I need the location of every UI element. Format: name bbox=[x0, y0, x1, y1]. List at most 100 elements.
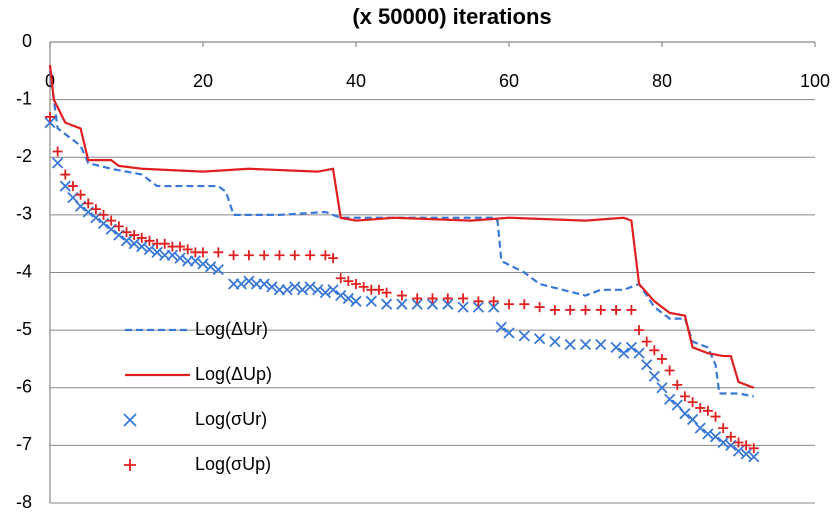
data-point bbox=[266, 281, 278, 293]
data-point bbox=[579, 338, 592, 351]
data-point bbox=[83, 198, 94, 209]
data-point bbox=[144, 235, 155, 246]
data-point bbox=[679, 408, 691, 420]
legend-label: Log(σUp) bbox=[195, 454, 271, 474]
data-point bbox=[488, 301, 500, 313]
data-point bbox=[626, 304, 637, 315]
x-tick-label: 80 bbox=[652, 71, 672, 91]
data-point bbox=[648, 370, 660, 382]
data-point bbox=[228, 250, 239, 261]
data-point bbox=[625, 341, 638, 354]
data-point bbox=[718, 423, 729, 434]
y-tick-label: -8 bbox=[16, 492, 32, 512]
data-point bbox=[289, 281, 301, 293]
data-point bbox=[373, 284, 384, 295]
data-point bbox=[580, 304, 591, 315]
data-point bbox=[442, 298, 454, 310]
x-tick-label: 20 bbox=[193, 71, 213, 91]
data-point bbox=[610, 341, 622, 354]
data-point bbox=[458, 293, 469, 304]
data-point bbox=[595, 304, 606, 315]
data-point bbox=[342, 292, 354, 305]
data-point bbox=[213, 247, 224, 258]
data-point bbox=[672, 379, 683, 390]
data-point bbox=[312, 284, 324, 296]
data-point bbox=[243, 250, 254, 261]
data-point bbox=[136, 232, 147, 243]
data-point bbox=[205, 261, 217, 273]
legend-swatch bbox=[123, 413, 137, 427]
data-point bbox=[641, 359, 653, 371]
data-point bbox=[320, 250, 331, 261]
data-point bbox=[281, 284, 293, 296]
data-point bbox=[52, 146, 63, 157]
legend-label: Log(ΔUp) bbox=[195, 364, 272, 384]
data-point bbox=[44, 117, 56, 129]
data-point bbox=[748, 443, 759, 454]
y-tick-label: -6 bbox=[16, 377, 32, 397]
data-point bbox=[198, 247, 208, 258]
data-point bbox=[75, 189, 86, 200]
data-point bbox=[426, 298, 439, 310]
data-point bbox=[235, 278, 247, 290]
data-point bbox=[633, 347, 645, 359]
y-tick-label: -7 bbox=[16, 434, 32, 454]
data-point bbox=[664, 365, 675, 376]
data-point bbox=[687, 397, 698, 408]
data-point bbox=[174, 252, 186, 264]
data-point bbox=[649, 345, 660, 356]
data-point bbox=[136, 240, 148, 253]
data-point bbox=[595, 338, 607, 351]
data-point bbox=[343, 276, 354, 287]
data-point bbox=[702, 405, 713, 416]
data-point bbox=[151, 246, 163, 258]
data-point bbox=[411, 298, 423, 310]
data-point bbox=[740, 448, 752, 460]
data-point bbox=[129, 230, 140, 241]
data-point bbox=[365, 295, 377, 307]
data-point bbox=[305, 250, 316, 261]
data-point bbox=[473, 296, 484, 307]
data-point bbox=[52, 157, 64, 169]
data-point bbox=[197, 258, 209, 270]
data-point bbox=[717, 436, 729, 449]
data-point bbox=[534, 302, 545, 313]
data-point bbox=[733, 437, 744, 448]
data-point bbox=[396, 290, 407, 301]
data-point bbox=[274, 250, 285, 261]
y-tick-label: 0 bbox=[22, 31, 32, 51]
data-point bbox=[618, 347, 630, 359]
data-point bbox=[732, 445, 745, 457]
data-point bbox=[564, 338, 576, 351]
data-point bbox=[533, 333, 546, 345]
data-point bbox=[565, 304, 576, 315]
data-point bbox=[488, 296, 499, 307]
x-tick-label: 40 bbox=[346, 71, 366, 91]
data-line bbox=[48, 70, 755, 398]
data-point bbox=[296, 284, 309, 296]
data-point bbox=[175, 241, 186, 252]
data-point bbox=[243, 275, 255, 287]
data-point bbox=[664, 393, 676, 405]
data-point bbox=[45, 111, 55, 122]
data-point bbox=[121, 227, 132, 238]
data-point bbox=[327, 284, 339, 296]
data-point bbox=[504, 299, 514, 310]
data-point bbox=[304, 281, 316, 293]
legend-swatch bbox=[124, 459, 136, 471]
data-point bbox=[189, 255, 201, 267]
x-tick-label: 60 bbox=[499, 71, 519, 91]
data-point bbox=[549, 336, 561, 348]
data-point bbox=[611, 304, 622, 315]
x-tick-label: 0 bbox=[45, 71, 55, 91]
data-point bbox=[289, 250, 300, 261]
data-point bbox=[212, 263, 224, 276]
data-point bbox=[381, 287, 392, 298]
data-point bbox=[380, 298, 393, 310]
data-point bbox=[98, 209, 109, 220]
data-point bbox=[518, 330, 530, 342]
data-point bbox=[641, 336, 652, 347]
data-point bbox=[60, 169, 71, 180]
chart-title: (x 50000) iterations bbox=[352, 4, 551, 29]
y-tick-label: -2 bbox=[16, 146, 32, 166]
